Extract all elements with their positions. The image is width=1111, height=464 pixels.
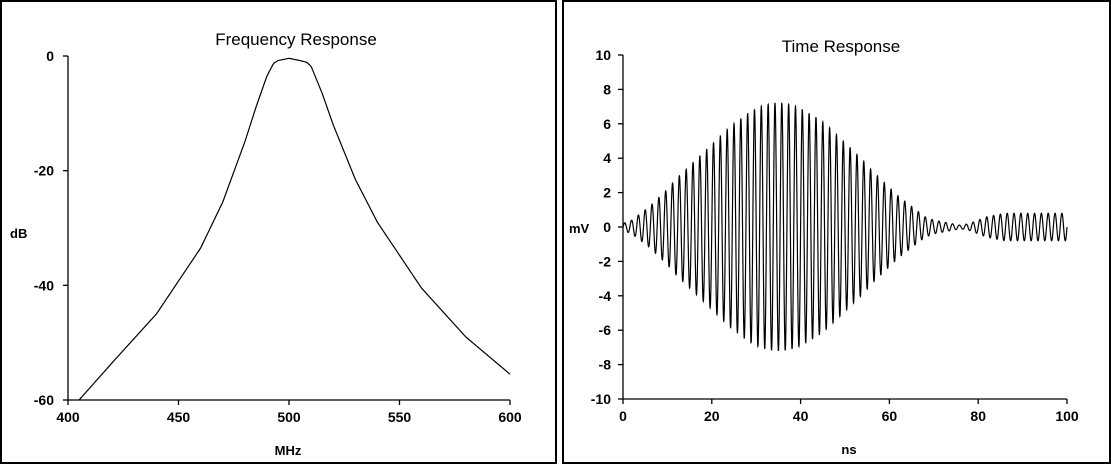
frequency-chart-title: Frequency Response — [215, 30, 377, 49]
frequency-y-tick-label: -20 — [34, 163, 54, 179]
time-x-tick-label: 40 — [793, 408, 809, 424]
time-y-label: mV — [569, 221, 590, 236]
time-x-label: ns — [841, 442, 856, 457]
time-y-tick-label: 6 — [603, 116, 611, 132]
frequency-y-tick-label: -40 — [34, 277, 54, 293]
time-y-tick-label: 8 — [603, 81, 611, 97]
frequency-response-line — [78, 57, 511, 401]
frequency-axes: 400 450 500 550 600 0 -20 -40 -60 — [34, 48, 522, 425]
frequency-x-tick-label: 550 — [388, 409, 412, 425]
frequency-response-panel — [0, 0, 557, 464]
time-y-tick-label: 4 — [603, 150, 611, 166]
time-chart-title: Time Response — [782, 37, 900, 56]
frequency-curve-group — [78, 57, 511, 401]
time-y-tick-label: -10 — [591, 391, 611, 407]
time-x-tick-label: 80 — [970, 408, 986, 424]
frequency-chart: Frequency Response dB MHz 400 450 500 550 60… — [10, 30, 522, 458]
time-x-tick-label: 100 — [1055, 408, 1079, 424]
frequency-y-label: dB — [10, 226, 27, 241]
time-y-tick-label: -6 — [599, 322, 612, 338]
time-x-tick-label: 60 — [882, 408, 898, 424]
frequency-x-tick-label: 500 — [277, 409, 301, 425]
frequency-x-tick-label: 400 — [56, 409, 80, 425]
time-curve-group — [622, 102, 1068, 351]
time-y-tick-label: 0 — [603, 219, 611, 235]
frequency-y-tick-label: -60 — [34, 392, 54, 408]
time-y-tick-label: -4 — [599, 288, 612, 304]
time-y-tick-label: -2 — [599, 253, 612, 269]
time-x-tick-label: 0 — [619, 408, 627, 424]
frequency-y-tick-label: 0 — [46, 48, 54, 64]
time-response-line — [622, 102, 1068, 351]
time-chart: Time Response mV ns 0 20 40 60 80 1001086420-… — [569, 37, 1079, 457]
frequency-x-tick-label: 600 — [498, 409, 522, 425]
frequency-x-label: MHz — [275, 443, 302, 458]
frequency-x-tick-label: 450 — [167, 409, 191, 425]
time-y-tick-label: 2 — [603, 185, 611, 201]
time-x-tick-label: 20 — [704, 408, 720, 424]
time-response-panel — [562, 0, 1111, 464]
time-y-tick-label: 10 — [595, 47, 611, 63]
time-y-tick-label: -8 — [599, 357, 612, 373]
